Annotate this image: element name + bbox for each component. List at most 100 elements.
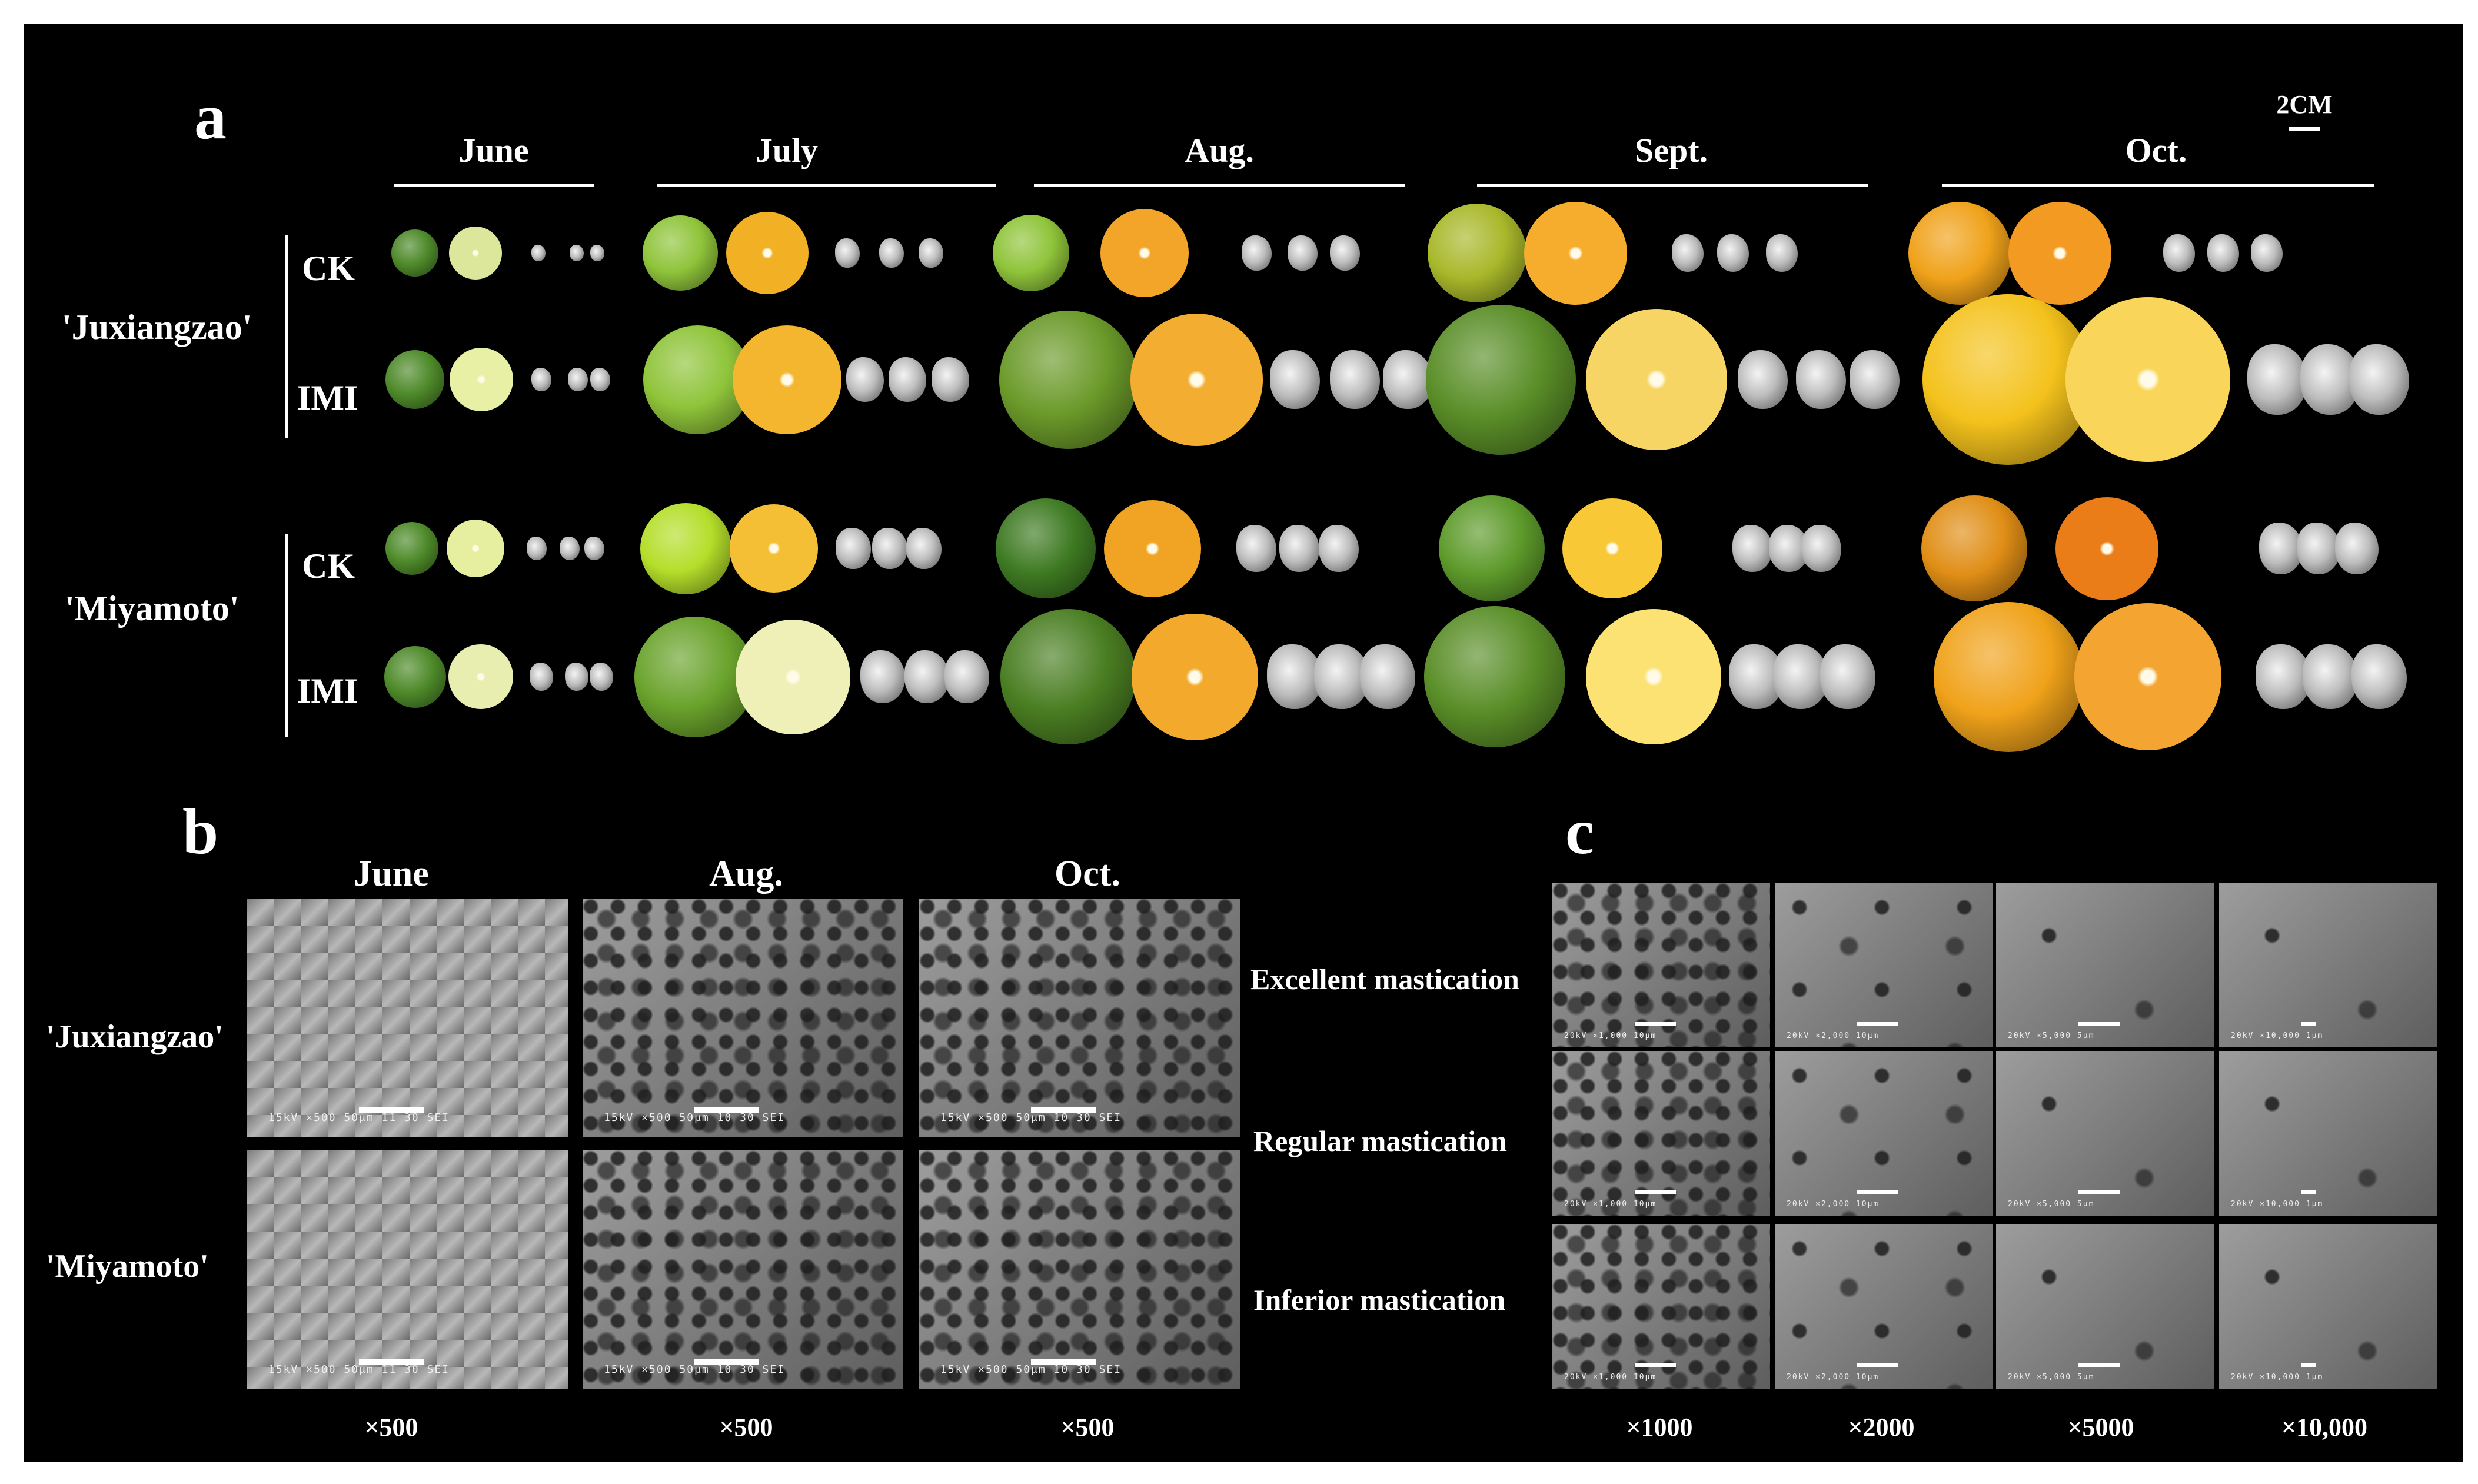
sem-caption: 15kV ×500 50μm 10 30 SEI bbox=[604, 1363, 786, 1376]
whole-fruit-row4-aug bbox=[1000, 609, 1136, 744]
whole-fruit-row4-oct bbox=[1933, 601, 2084, 752]
sem-caption: 15kV ×500 50μm 10 30 SEI bbox=[604, 1112, 786, 1124]
segment-row4-aug-3 bbox=[1360, 644, 1415, 709]
sem-scale-bar bbox=[359, 1359, 424, 1365]
whole-fruit-row2-sept bbox=[1425, 304, 1576, 455]
sem-caption: 15kV ×500 50μm 10 30 SEI bbox=[940, 1363, 1122, 1376]
month-underline-oct bbox=[1942, 184, 2374, 187]
whole-fruit-row3-june bbox=[385, 522, 438, 575]
treatment-label-ck-1: CK bbox=[302, 249, 355, 288]
mastication-inferior: Inferior mastication bbox=[1253, 1283, 1506, 1316]
sem-c-r3-c1: 20kV ×1,000 10μm bbox=[1552, 1224, 1770, 1389]
sem-b-aug-juxiangzao: 15kV ×500 50μm 10 30 SEI bbox=[583, 899, 903, 1137]
sem-scale-bar bbox=[1635, 1190, 1676, 1194]
segment-row2-sept-1 bbox=[1737, 350, 1788, 409]
segment-row2-aug-2 bbox=[1329, 350, 1380, 409]
sem-scale-bar bbox=[1031, 1107, 1096, 1113]
segment-row3-oct-2 bbox=[2296, 523, 2341, 574]
month-label-june: June bbox=[458, 131, 529, 169]
sem-c-r2-c3: 20kV ×5,000 5μm bbox=[1996, 1051, 2214, 1216]
sem-caption: 20kV ×10,000 1μm bbox=[2231, 1032, 2324, 1040]
bracket-juxiangzao bbox=[285, 235, 288, 438]
sem-caption: 20kV ×5,000 5μm bbox=[2008, 1200, 2095, 1209]
cut-fruit-row3-sept bbox=[1562, 498, 1662, 598]
cultivar-label-juxiangzao: 'Juxiangzao' bbox=[62, 308, 252, 347]
figure-panel: a 2CM June July Aug. Sept. Oct. 'Juxiang… bbox=[24, 24, 2463, 1462]
cut-fruit-row2-july bbox=[732, 325, 841, 434]
panel-b-label: b bbox=[182, 796, 219, 867]
cut-fruit-row2-aug bbox=[1130, 313, 1263, 446]
whole-fruit-row1-oct bbox=[1908, 201, 2011, 305]
whole-fruit-row1-june bbox=[391, 229, 438, 277]
sem-scale-bar bbox=[694, 1107, 759, 1113]
segment-row1-sept-3 bbox=[1765, 234, 1798, 272]
mastication-regular: Regular mastication bbox=[1253, 1124, 1507, 1157]
sem-scale-bar bbox=[359, 1107, 424, 1113]
month-label-aug: Aug. bbox=[1185, 131, 1254, 169]
sem-scale-bar bbox=[2301, 1022, 2316, 1026]
sem-caption: 20kV ×1,000 10μm bbox=[1564, 1200, 1657, 1209]
whole-fruit-row2-june bbox=[385, 350, 444, 409]
cut-fruit-row2-june bbox=[450, 348, 513, 411]
sem-b-june-juxiangzao: 15kV ×500 50μm 11 30 SEI bbox=[247, 899, 568, 1137]
segment-row2-aug-1 bbox=[1269, 350, 1320, 409]
sem-scale-bar bbox=[2078, 1022, 2120, 1026]
whole-fruit-row1-sept bbox=[1428, 204, 1526, 302]
segment-row4-july-3 bbox=[944, 650, 990, 703]
sem-caption: 15kV ×500 50μm 10 30 SEI bbox=[940, 1112, 1122, 1124]
cut-fruit-row3-aug bbox=[1103, 500, 1201, 597]
segment-row1-june-1 bbox=[531, 245, 546, 261]
segment-row1-sept-1 bbox=[1671, 234, 1704, 272]
c-mag-2000: ×2000 bbox=[1848, 1413, 1915, 1442]
segment-row2-sept-2 bbox=[1795, 350, 1846, 409]
b-row-juxiangzao: 'Juxiangzao' bbox=[46, 1019, 224, 1055]
whole-fruit-row3-july bbox=[640, 503, 731, 594]
segment-row2-july-1 bbox=[846, 357, 884, 402]
segment-row4-oct-1 bbox=[2256, 644, 2311, 709]
segment-row4-oct-2 bbox=[2303, 644, 2358, 709]
segment-row1-july-1 bbox=[834, 238, 860, 268]
sem-c-r3-c3: 20kV ×5,000 5μm bbox=[1996, 1224, 2214, 1389]
month-underline-sept bbox=[1477, 184, 1868, 187]
segment-row1-sept-2 bbox=[1717, 234, 1749, 272]
cut-fruit-row1-june bbox=[449, 227, 502, 280]
cut-fruit-row3-june bbox=[447, 520, 504, 577]
month-label-oct: Oct. bbox=[2125, 131, 2187, 169]
sem-scale-bar bbox=[1635, 1022, 1676, 1026]
b-month-june: June bbox=[354, 854, 429, 894]
cut-fruit-row2-oct bbox=[2065, 297, 2230, 462]
sem-b-aug-miyamoto: 15kV ×500 50μm 10 30 SEI bbox=[583, 1150, 903, 1389]
segment-row4-sept-3 bbox=[1820, 644, 1875, 709]
treatment-label-imi-1: IMI bbox=[297, 378, 358, 417]
cut-fruit-row4-july bbox=[735, 619, 850, 734]
b-mag-june: ×500 bbox=[364, 1413, 418, 1442]
panel-a-label: a bbox=[194, 81, 227, 152]
cut-fruit-row4-june bbox=[448, 644, 513, 709]
whole-fruit-row4-june bbox=[384, 645, 446, 708]
sem-caption: 20kV ×2,000 10μm bbox=[1787, 1032, 1880, 1040]
sem-scale-bar bbox=[2301, 1190, 2316, 1194]
sem-c-r2-c2: 20kV ×2,000 10μm bbox=[1775, 1051, 1993, 1216]
segment-row4-aug-2 bbox=[1314, 644, 1369, 709]
cut-fruit-row1-oct bbox=[2008, 201, 2111, 305]
segment-row3-oct-1 bbox=[2259, 523, 2303, 574]
cut-fruit-row3-july bbox=[730, 504, 818, 593]
segment-row4-july-1 bbox=[860, 650, 906, 703]
whole-fruit-row3-aug bbox=[996, 498, 1096, 598]
segment-row4-june-1 bbox=[529, 663, 554, 691]
c-mag-5000: ×5000 bbox=[2067, 1413, 2134, 1442]
sem-caption: 20kV ×10,000 1μm bbox=[2231, 1373, 2324, 1382]
segment-row3-aug-3 bbox=[1319, 525, 1359, 572]
segment-row2-june-3 bbox=[590, 368, 610, 391]
b-mag-oct: ×500 bbox=[1060, 1413, 1115, 1442]
sem-scale-bar bbox=[2078, 1363, 2120, 1367]
segment-row2-sept-3 bbox=[1849, 350, 1900, 409]
cut-fruit-row1-july bbox=[726, 212, 809, 294]
segment-row2-july-2 bbox=[888, 357, 927, 402]
segment-row3-oct-3 bbox=[2334, 523, 2379, 574]
c-mag-10000: ×10,000 bbox=[2281, 1413, 2368, 1442]
sem-b-oct-miyamoto: 15kV ×500 50μm 10 30 SEI bbox=[919, 1150, 1240, 1389]
segment-row3-sept-1 bbox=[1732, 525, 1772, 572]
sem-c-r1-c4: 20kV ×10,000 1μm bbox=[2219, 883, 2437, 1047]
sem-c-r1-c1: 20kV ×1,000 10μm bbox=[1552, 883, 1770, 1047]
